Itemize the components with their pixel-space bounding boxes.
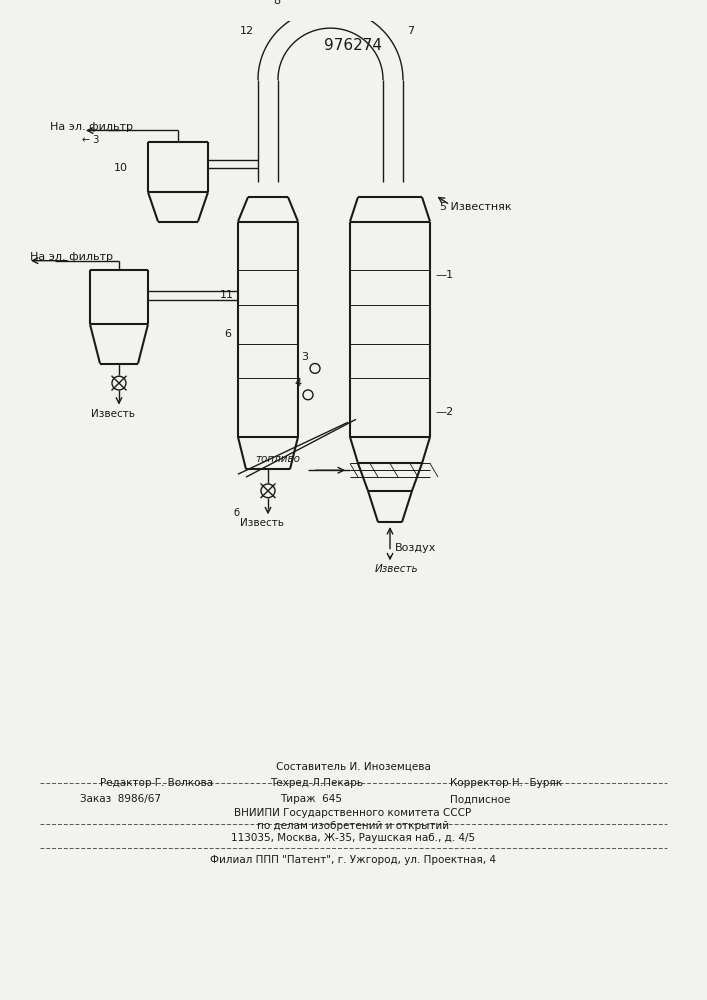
Text: —2: —2	[435, 407, 453, 417]
Text: по делам изобретений и открытий: по делам изобретений и открытий	[257, 821, 449, 831]
Text: ← 3: ← 3	[82, 135, 100, 145]
Text: 976274: 976274	[324, 38, 382, 53]
Text: 5 Известняк: 5 Известняк	[440, 202, 512, 212]
Text: Известь: Известь	[240, 518, 284, 528]
Text: 113035, Москва, Ж-35, Раушская наб., д. 4/5: 113035, Москва, Ж-35, Раушская наб., д. …	[231, 833, 475, 843]
Text: Техред Л.Пекарь: Техред Л.Пекарь	[270, 778, 363, 788]
Text: 7: 7	[407, 26, 414, 36]
Text: На эл. фильтр: На эл. фильтр	[50, 122, 133, 132]
Text: 12: 12	[240, 26, 254, 36]
Text: 6: 6	[224, 329, 231, 339]
Text: На эл. фильтр: На эл. фильтр	[30, 252, 113, 262]
Text: 4: 4	[294, 378, 301, 388]
Text: Известь: Известь	[375, 564, 419, 574]
Text: Составитель И. Иноземцева: Составитель И. Иноземцева	[276, 762, 431, 772]
Text: ВНИИПИ Государственного комитета СССР: ВНИИПИ Государственного комитета СССР	[235, 808, 472, 818]
Text: Воздух: Воздух	[395, 543, 436, 553]
Text: 10: 10	[114, 163, 128, 173]
Text: Известь: Известь	[91, 409, 135, 419]
Text: топливо: топливо	[255, 454, 300, 464]
Text: б: б	[233, 508, 239, 518]
Text: Подписное: Подписное	[450, 794, 510, 804]
Text: Редактор Г. Волкова: Редактор Г. Волкова	[100, 778, 213, 788]
Text: Филиал ППП "Патент", г. Ужгород, ул. Проектная, 4: Филиал ППП "Патент", г. Ужгород, ул. Про…	[210, 855, 496, 865]
Text: Заказ  8986/67: Заказ 8986/67	[80, 794, 161, 804]
Text: 3: 3	[301, 352, 308, 362]
Text: Корректор Н.  Буряк: Корректор Н. Буряк	[450, 778, 562, 788]
Text: —1: —1	[435, 270, 453, 280]
Text: 8: 8	[273, 0, 280, 6]
Text: Тираж  645: Тираж 645	[280, 794, 342, 804]
Text: 11: 11	[220, 290, 234, 300]
